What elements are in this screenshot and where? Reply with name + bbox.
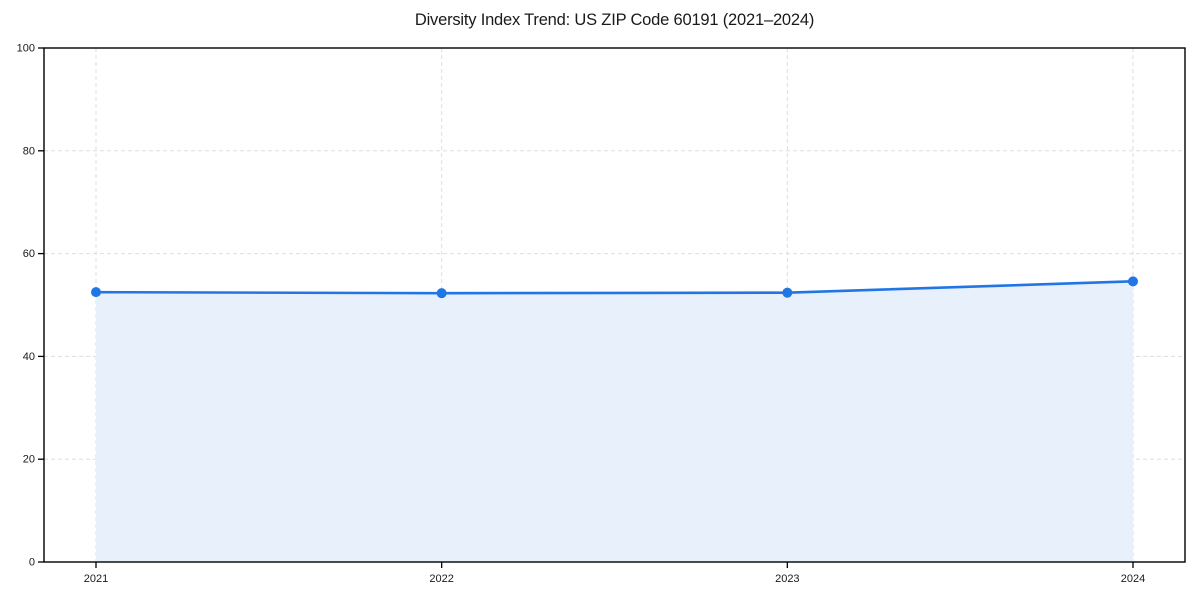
- y-tick-label: 100: [17, 43, 35, 55]
- plot-border: [43, 47, 1186, 563]
- trend-line: [94, 280, 1135, 295]
- y-tick-label: 60: [23, 248, 35, 260]
- data-point-2023: [782, 287, 793, 298]
- data-point-2024: [1128, 276, 1138, 287]
- x-tick-label: 2022: [429, 573, 453, 585]
- data-point-2022: [436, 288, 447, 299]
- x-tick-label: 2024: [1121, 573, 1145, 585]
- x-tick-label: 2021: [84, 573, 108, 585]
- y-tick-label: 40: [23, 351, 35, 363]
- x-tick-label: 2023: [775, 573, 799, 585]
- area-fill: [96, 281, 1133, 562]
- y-tick-label: 80: [23, 145, 35, 157]
- data-point-2021: [91, 287, 101, 298]
- y-tick-label: 20: [23, 454, 35, 466]
- y-tick-label: 0: [29, 557, 35, 569]
- chart-title: Diversity Index Trend: US ZIP Code 60191…: [414, 11, 815, 29]
